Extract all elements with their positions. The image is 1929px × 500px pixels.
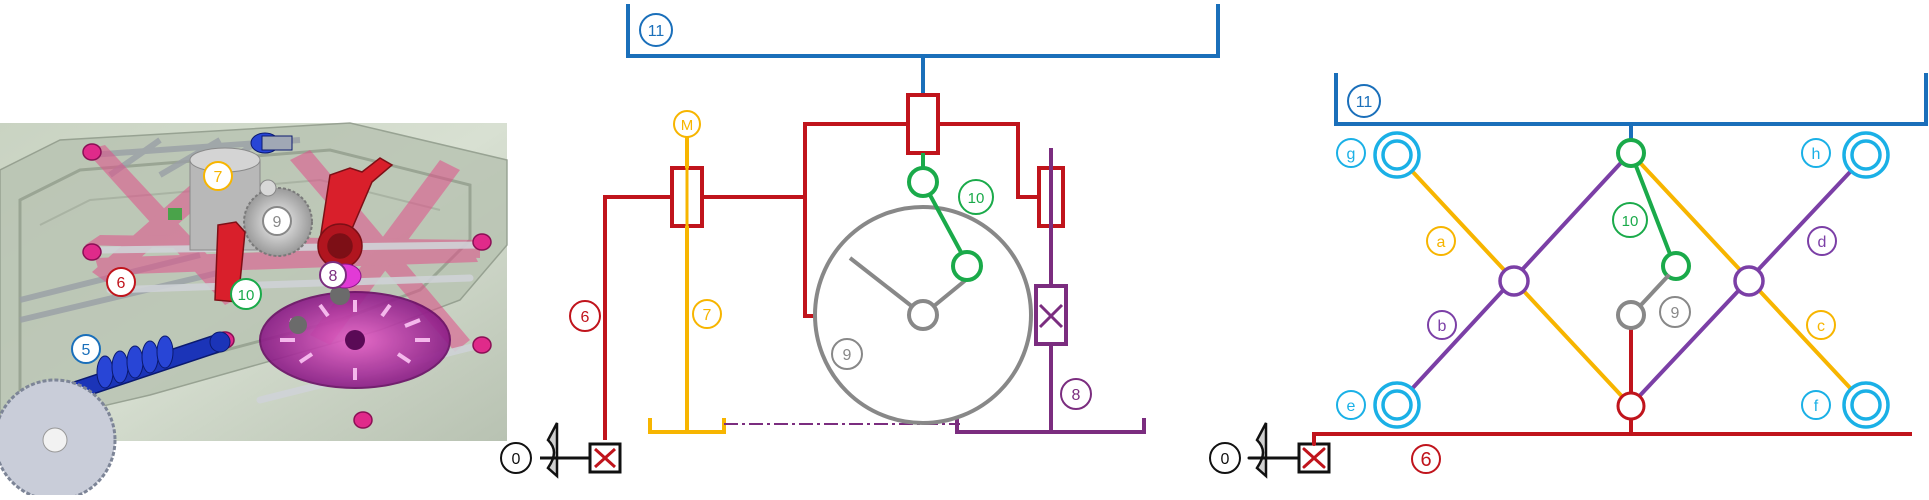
right-fixed-pivots [1373, 131, 1890, 429]
svg-text:6: 6 [581, 309, 590, 326]
svg-text:6: 6 [117, 275, 126, 292]
svg-text:f: f [1814, 398, 1819, 415]
mid-label-8: 8 [1060, 378, 1092, 410]
mid-link-6 [603, 93, 1065, 440]
right-label-6: 6 [1411, 444, 1441, 474]
scissor-schematic: 11 10 [1209, 73, 1928, 479]
svg-text:d: d [1818, 234, 1827, 251]
mid-link-7 [648, 134, 726, 434]
svg-text:7: 7 [214, 169, 223, 186]
render-label-7: 7 [203, 161, 233, 191]
render-label-5: 5 [71, 334, 101, 364]
svg-text:9: 9 [1671, 305, 1680, 322]
svg-text:10: 10 [238, 287, 255, 304]
svg-text:11: 11 [648, 23, 665, 40]
mid-wheel-9 [813, 205, 1033, 425]
svg-text:e: e [1347, 398, 1356, 415]
svg-text:0: 0 [1221, 451, 1230, 468]
mid-link-11 [626, 4, 1220, 95]
right-label-d: d [1807, 226, 1837, 256]
right-label-11: 11 [1347, 84, 1381, 118]
svg-text:10: 10 [1622, 213, 1639, 230]
right-label-b: b [1427, 310, 1457, 340]
svg-text:8: 8 [329, 268, 338, 285]
svg-text:b: b [1438, 318, 1447, 335]
right-label-10: 10 [1612, 202, 1648, 238]
svg-text:6: 6 [1420, 449, 1431, 471]
svg-text:h: h [1812, 146, 1821, 163]
mid-motor-m: M [673, 110, 701, 138]
render-cranks [214, 157, 394, 303]
render-bottom-gear [0, 378, 117, 500]
svg-text:5: 5 [82, 342, 91, 359]
svg-text:9: 9 [843, 347, 852, 364]
svg-text:c: c [1817, 318, 1825, 335]
render-label-10: 10 [230, 278, 262, 310]
right-link-10 [1616, 138, 1691, 281]
right-ground-0: 0 [1209, 422, 1331, 479]
svg-text:10: 10 [968, 190, 985, 207]
right-label-f: f [1801, 390, 1831, 420]
svg-text:g: g [1347, 146, 1356, 163]
render-label-6: 6 [106, 267, 136, 297]
mid-link-8 [955, 148, 1146, 434]
mid-ground-0: 0 [500, 422, 622, 479]
svg-text:9: 9 [273, 214, 282, 231]
right-label-e: e [1336, 390, 1366, 420]
right-label-a: a [1426, 226, 1456, 256]
right-link-11 [1334, 73, 1928, 142]
svg-text:a: a [1437, 234, 1446, 251]
mid-label-11: 11 [639, 13, 673, 47]
right-label-c: c [1806, 310, 1836, 340]
right-label-9: 9 [1659, 296, 1691, 328]
kinematic-schematic: 11 M [500, 4, 1220, 479]
right-link-6 [1312, 325, 1912, 436]
render-disk [259, 263, 451, 389]
mid-label-9: 9 [831, 338, 863, 370]
svg-text:0: 0 [512, 451, 521, 468]
mid-label-6: 6 [569, 300, 601, 332]
right-link-9 [1616, 274, 1670, 330]
right-bottom-pivot [1616, 391, 1646, 421]
svg-text:7: 7 [703, 307, 712, 324]
render-3d-view: 7 9 6 10 8 5 [0, 122, 508, 500]
right-label-h: h [1801, 138, 1831, 168]
svg-text:8: 8 [1072, 387, 1081, 404]
mid-label-10: 10 [958, 179, 994, 215]
mid-link-10 [907, 153, 983, 282]
render-label-8: 8 [319, 261, 347, 289]
mid-label-7: 7 [692, 299, 722, 329]
svg-text:11: 11 [1356, 94, 1373, 111]
svg-text:M: M [681, 117, 694, 134]
right-label-g: g [1336, 138, 1366, 168]
render-label-9: 9 [262, 206, 292, 236]
render-labels: 7 9 6 10 8 5 [71, 161, 347, 364]
